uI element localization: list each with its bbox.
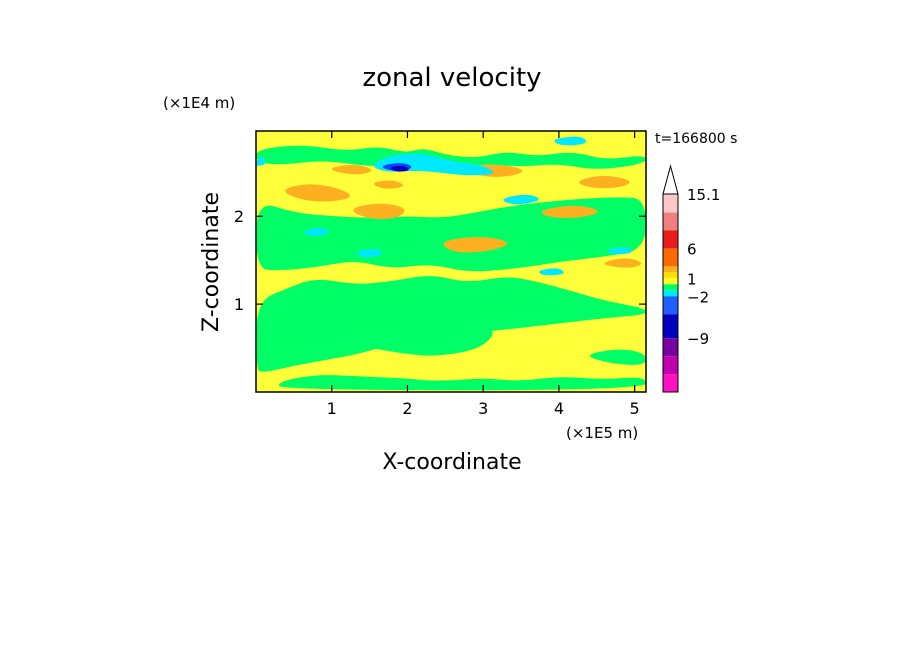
colorbar-level-swatch [663, 314, 678, 339]
colorbar-tick-label: −2 [687, 288, 709, 306]
time-label: t=166800 s [655, 131, 737, 147]
contour-region-orange [541, 205, 598, 218]
contour-region-orange [604, 258, 642, 268]
x-tick-label: 4 [554, 399, 564, 418]
x-unit-label: (×1E5 m) [566, 424, 638, 442]
contour-region-green [278, 375, 646, 391]
contour-region-cyan [256, 157, 266, 166]
contour-region-cyan [554, 136, 587, 146]
colorbar-level-swatch [663, 338, 678, 357]
contour-region-green [590, 349, 646, 365]
colorbar-level-swatch [663, 296, 678, 315]
contour-region-orange [353, 203, 405, 220]
colorbar-level-swatch [663, 230, 678, 249]
contour-region-green [256, 318, 493, 356]
contour-region-orange [374, 180, 403, 189]
contour-region-cyan [357, 249, 382, 258]
colorbar-level-swatch [663, 194, 678, 213]
colorbar-level-swatch [663, 278, 678, 285]
colorbar-tick-label: −9 [687, 330, 709, 348]
y-tick-label: 2 [234, 207, 244, 226]
colorbar-level-swatch [663, 284, 678, 291]
x-tick-label: 5 [630, 399, 640, 418]
colorbar-level-swatch [663, 266, 678, 273]
x-tick-label: 2 [402, 399, 412, 418]
plot-frame [255, 130, 647, 393]
contour-region-cyan [607, 247, 632, 255]
x-axis-ticks: 1 2 3 4 5 [327, 131, 640, 418]
contour-region-cyan [503, 194, 539, 205]
colorbar-level-swatch [663, 356, 678, 375]
chart-title: zonal velocity [362, 63, 541, 93]
y-tick-label: 1 [234, 295, 244, 314]
x-tick-label: 3 [478, 399, 488, 418]
colorbar-level-swatch [663, 248, 678, 267]
x-axis-label: X-coordinate [382, 450, 521, 475]
colorbar-level-swatch [663, 374, 678, 392]
y-axis-label: Z-coordinate [199, 192, 224, 332]
contour-region-darkblue [391, 165, 409, 172]
contour-regions [256, 136, 646, 391]
x-tick-label: 1 [327, 399, 337, 418]
contour-region-green [256, 145, 646, 169]
y-unit-label: (×1E4 m) [163, 94, 235, 112]
colorbar-labels: 15.1 6 1−2 −9 [687, 186, 720, 348]
contour-field [256, 131, 646, 392]
colorbar-level-swatch [663, 212, 678, 231]
colorbar-level-swatch [663, 290, 678, 297]
contour-region-orange [579, 175, 630, 189]
colorbar [662, 164, 679, 393]
y-axis-ticks: 12 [234, 207, 646, 314]
contour-region-cyan [539, 268, 564, 276]
colorbar-tick-label: 1 [687, 270, 697, 288]
colorbar-tick-label: 15.1 [687, 186, 720, 204]
contour-region-orange [443, 237, 507, 253]
colorbar-tick-label: 6 [687, 240, 697, 258]
colorbar-level-swatch [663, 272, 678, 279]
contour-region-cyan [304, 227, 329, 237]
colorbar-frame [662, 193, 679, 393]
contour-region-orange [285, 184, 350, 202]
colorbar-extend-arrow [662, 164, 679, 195]
contour-region-orange [331, 165, 372, 175]
